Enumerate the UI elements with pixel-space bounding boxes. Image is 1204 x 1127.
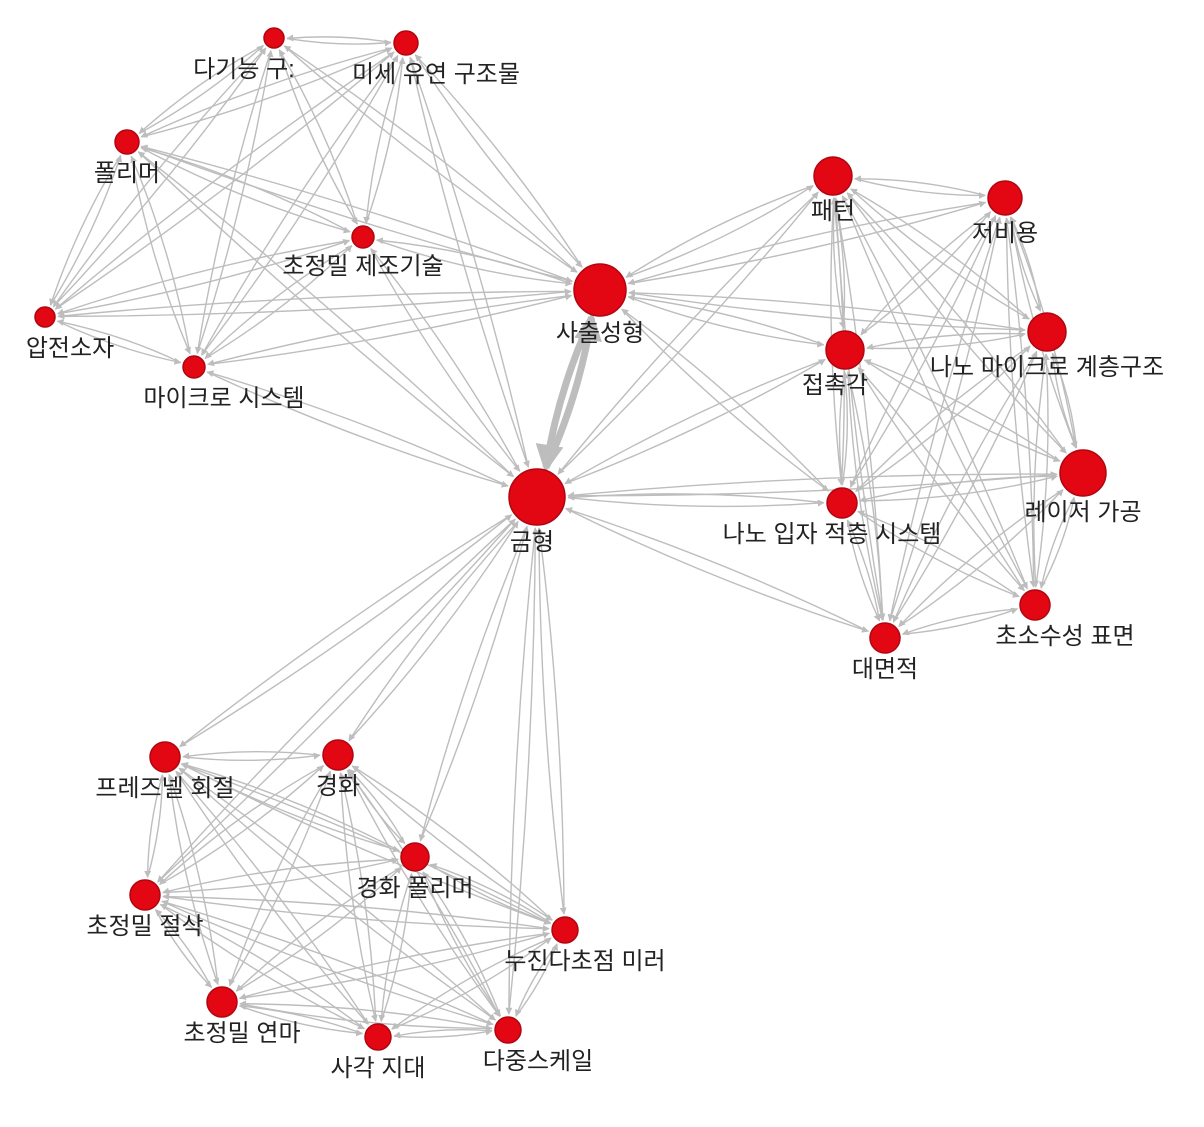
graph-node-label: 폴리머: [94, 160, 160, 187]
graph-node[interactable]: [150, 742, 180, 772]
graph-edge: [287, 38, 391, 44]
graph-node[interactable]: [35, 307, 55, 327]
graph-edge: [371, 249, 520, 472]
graph-edge: [141, 148, 350, 232]
graph-node-label: 금형: [510, 529, 554, 556]
graph-node[interactable]: [509, 469, 565, 525]
graph-edge: [890, 217, 1000, 620]
graph-edge: [539, 528, 564, 914]
graph-edge: [565, 359, 825, 483]
graph-node-label: 초정밀 절삭: [86, 913, 203, 940]
graph-edge: [628, 297, 823, 345]
graph-node[interactable]: [814, 157, 852, 195]
graph-edge: [622, 309, 829, 491]
graph-node[interactable]: [264, 28, 284, 48]
graph-edge: [371, 249, 520, 472]
graph-node[interactable]: [1020, 590, 1050, 620]
graph-node-label: 경화: [316, 773, 360, 800]
graph-node[interactable]: [183, 356, 205, 378]
graph-node-label: 다중스케일: [483, 1048, 593, 1075]
graph-edge: [855, 179, 985, 196]
graph-node-label: 대면적: [852, 656, 918, 683]
graph-node-label: 초소수성 표면: [995, 623, 1134, 650]
graph-node-label: 초정밀 제조기술: [282, 253, 443, 280]
graph-edge: [855, 179, 985, 196]
graph-node[interactable]: [870, 623, 900, 653]
graph-node[interactable]: [130, 880, 160, 910]
graph-node-label: 나노 마이크로 계층구조: [930, 354, 1164, 381]
graph-node-label: 사각 지대: [331, 1055, 426, 1082]
graph-node-label: 사출성형: [556, 320, 644, 347]
graph-edge: [890, 217, 1000, 620]
graph-edge: [141, 148, 350, 232]
graph-node[interactable]: [495, 1017, 521, 1043]
graph-edge: [169, 775, 218, 985]
graph-edge: [349, 522, 518, 741]
graph-node-label: 나노 입자 적층 시스템: [723, 521, 942, 548]
graph-node-label: 패턴: [811, 198, 855, 225]
graph-edge: [240, 933, 550, 998]
graph-edge: [287, 37, 391, 43]
graph-edge: [628, 202, 985, 283]
graph-node[interactable]: [1028, 313, 1066, 351]
graph-node-label: 접촉각: [802, 372, 868, 399]
graph-node-label: 누진다초점 미러: [504, 948, 665, 975]
graph-edge: [180, 515, 512, 747]
graph-node[interactable]: [827, 488, 857, 518]
graph-edge: [169, 775, 218, 985]
graph-edge: [622, 309, 829, 491]
graph-edge: [183, 752, 320, 757]
graph-node[interactable]: [574, 264, 626, 316]
graph-node-label: 압전소자: [26, 335, 114, 362]
graph-node-label: 프레즈넬 회절: [95, 775, 234, 802]
graph-node[interactable]: [115, 130, 139, 154]
graph-edge: [183, 755, 320, 760]
graph-node[interactable]: [826, 331, 864, 369]
graph-node[interactable]: [365, 1024, 391, 1050]
graph-edge: [860, 476, 1057, 501]
graph-edge: [565, 359, 825, 483]
graph-edge: [539, 528, 564, 914]
network-graph: 다기능 구: 미세 유연 구조물폴리머초정밀 제조기술압전소자마이크로 시스템 사출…: [0, 0, 1204, 1127]
graph-edge: [628, 202, 985, 283]
graph-node-label: 저비용: [972, 220, 1038, 247]
graph-edge: [180, 515, 512, 747]
graph-node[interactable]: [1060, 450, 1106, 496]
graph-node-label: 다기능 구:: [193, 56, 295, 83]
graph-node[interactable]: [394, 31, 418, 55]
graph-node-label: 경화 폴리머: [356, 875, 473, 902]
graph-node-label: 초정밀 연마: [183, 1020, 300, 1047]
graph-node[interactable]: [207, 987, 237, 1017]
graph-edge: [628, 297, 823, 345]
graph-node-label: 마이크로 시스템: [143, 385, 304, 412]
graph-node-label: 레이저 가공: [1024, 499, 1141, 526]
graph-edge: [349, 522, 518, 741]
graph-edge: [420, 526, 527, 841]
graph-node[interactable]: [401, 843, 429, 871]
graph-node[interactable]: [323, 740, 353, 770]
graph-node-label: 미세 유연 구조물: [352, 61, 520, 88]
graph-edge: [420, 526, 527, 841]
graph-edge: [240, 933, 550, 998]
graph-node[interactable]: [352, 226, 374, 248]
graph-edge: [860, 476, 1057, 501]
graph-node[interactable]: [552, 917, 578, 943]
graph-node[interactable]: [988, 181, 1022, 215]
